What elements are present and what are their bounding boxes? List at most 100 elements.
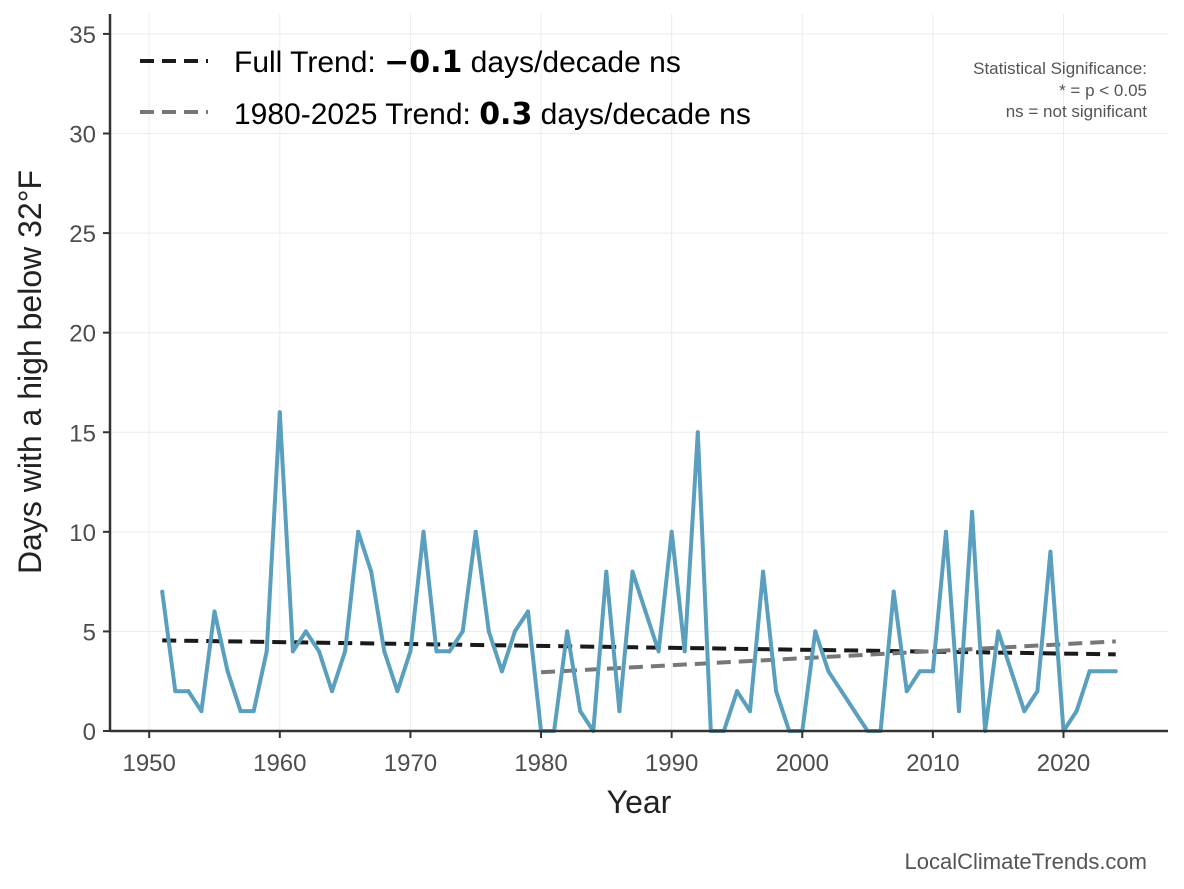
data-point xyxy=(238,709,243,714)
data-point xyxy=(852,709,857,714)
data-point xyxy=(826,669,831,674)
data-point xyxy=(277,410,282,415)
data-point xyxy=(460,629,465,634)
data-point xyxy=(408,649,413,654)
data-point xyxy=(996,629,1001,634)
data-point xyxy=(473,529,478,534)
data-point xyxy=(382,649,387,654)
data-point xyxy=(525,609,530,614)
x-tick-label: 1990 xyxy=(645,750,698,777)
legend-label-full-trend: Full Trend: −0.1 days/decade ns xyxy=(234,45,681,80)
data-point xyxy=(160,589,165,594)
data-point xyxy=(512,629,517,634)
data-point xyxy=(604,569,609,574)
x-tick-label: 2020 xyxy=(1037,750,1090,777)
y-tick-label: 35 xyxy=(69,22,96,49)
x-axis-title: Year xyxy=(607,784,672,820)
x-tick-label: 1980 xyxy=(514,750,567,777)
data-point xyxy=(904,689,909,694)
data-point xyxy=(421,529,426,534)
data-point xyxy=(356,529,361,534)
data-point xyxy=(1035,689,1040,694)
significance-note-line-2: ns = not significant xyxy=(1006,102,1148,121)
data-point xyxy=(290,649,295,654)
data-point xyxy=(434,649,439,654)
legend-full-trend-prefix: Full Trend: xyxy=(234,46,384,79)
trend-line-1980-2025-trend xyxy=(540,639,1116,675)
data-point xyxy=(630,569,635,574)
significance-note-line-1: * = p < 0.05 xyxy=(1059,81,1147,100)
data-point xyxy=(682,649,687,654)
data-point xyxy=(1048,549,1053,554)
y-tick-label: 25 xyxy=(69,221,96,248)
data-point xyxy=(330,689,335,694)
data-point xyxy=(774,689,779,694)
data-point xyxy=(917,669,922,674)
data-point xyxy=(930,669,935,674)
x-tick-label: 1950 xyxy=(122,750,175,777)
significance-note: Statistical Significance: * = p < 0.05 n… xyxy=(973,59,1147,121)
data-point xyxy=(499,669,504,674)
trend-line-full-trend xyxy=(162,638,1116,657)
x-ticks: 1950 1960 1970 1980 1990 2000 2010 2020 xyxy=(122,731,1090,777)
data-point xyxy=(264,649,269,654)
y-tick-label: 30 xyxy=(69,122,96,149)
x-tick-label: 2000 xyxy=(776,750,829,777)
data-point xyxy=(199,709,204,714)
data-point xyxy=(695,430,700,435)
data-point xyxy=(447,649,452,654)
data-point xyxy=(943,529,948,534)
data-point xyxy=(303,629,308,634)
data-point xyxy=(617,709,622,714)
data-point xyxy=(669,529,674,534)
legend-label-1980-trend: 1980-2025 Trend: 0.3 days/decade ns xyxy=(234,97,751,132)
data-point xyxy=(1009,669,1014,674)
data-point xyxy=(225,669,230,674)
data-point xyxy=(748,709,753,714)
data-point xyxy=(173,689,178,694)
source-credit: LocalClimateTrends.com xyxy=(905,849,1148,874)
y-axis-title: Days with a high below 32°F xyxy=(12,170,48,574)
data-point xyxy=(212,609,217,614)
data-point xyxy=(957,709,962,714)
data-point xyxy=(578,709,583,714)
data-point xyxy=(1100,669,1105,674)
data-point xyxy=(1113,669,1118,674)
x-tick-label: 1960 xyxy=(253,750,306,777)
data-point xyxy=(656,649,661,654)
data-point xyxy=(839,689,844,694)
trend-lines xyxy=(162,638,1116,675)
data-point xyxy=(734,689,739,694)
legend: Full Trend: −0.1 days/decade ns 1980-202… xyxy=(140,45,751,132)
data-point xyxy=(970,509,975,514)
y-tick-label: 5 xyxy=(83,619,96,646)
data-point xyxy=(891,589,896,594)
data-point xyxy=(1074,709,1079,714)
data-point xyxy=(251,709,256,714)
legend-1980-trend-suffix: days/decade ns xyxy=(532,98,750,131)
legend-1980-trend-value: 0.3 xyxy=(479,97,532,132)
data-point xyxy=(486,629,491,634)
data-point xyxy=(343,649,348,654)
x-tick-label: 2010 xyxy=(906,750,959,777)
data-point xyxy=(761,569,766,574)
y-tick-label: 15 xyxy=(69,420,96,447)
data-point xyxy=(186,689,191,694)
data-point xyxy=(369,569,374,574)
legend-full-trend-suffix: days/decade ns xyxy=(462,46,680,79)
y-tick-label: 10 xyxy=(69,520,96,547)
data-point xyxy=(643,609,648,614)
legend-full-trend-value: −0.1 xyxy=(384,45,462,80)
x-tick-label: 1970 xyxy=(384,750,437,777)
data-point xyxy=(813,629,818,634)
y-tick-label: 0 xyxy=(83,719,96,746)
y-ticks: 0 5 10 15 20 25 30 35 xyxy=(69,22,110,746)
y-tick-label: 20 xyxy=(69,321,96,348)
data-series-line xyxy=(160,410,1116,733)
significance-note-title: Statistical Significance: xyxy=(973,59,1147,78)
legend-1980-trend-prefix: 1980-2025 Trend: xyxy=(234,98,479,131)
data-point xyxy=(395,689,400,694)
data-point xyxy=(565,629,570,634)
